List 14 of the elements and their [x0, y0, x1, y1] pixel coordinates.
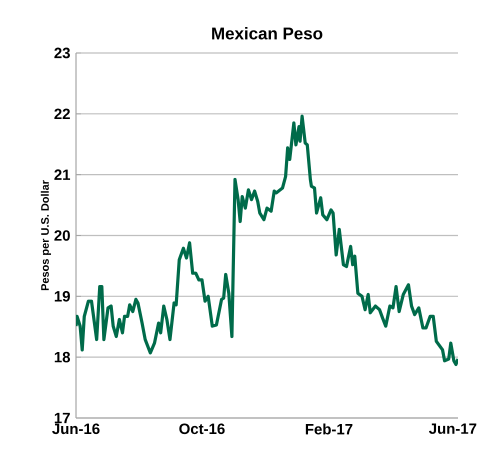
- chart-title: Mexican Peso: [212, 27, 322, 40]
- x-tick-label: Jun-16: [52, 424, 100, 434]
- x-tick-label: Jun-17: [428, 424, 476, 434]
- y-axis-title: Pesos per U.S. Dollar: [40, 180, 52, 290]
- y-tick-label: 19: [54, 291, 70, 302]
- y-tick-label: 23: [54, 48, 70, 58]
- y-tick-label: 18: [54, 352, 70, 362]
- x-tick-label: Oct-16: [179, 424, 225, 434]
- y-tick-label: 20: [54, 230, 70, 241]
- line-series: [76, 114, 458, 366]
- x-tick-label: Feb-17: [306, 424, 352, 434]
- y-tick-label: 21: [54, 169, 70, 180]
- y-tick-label: 17: [54, 412, 70, 424]
- y-tick-label: 22: [54, 108, 70, 120]
